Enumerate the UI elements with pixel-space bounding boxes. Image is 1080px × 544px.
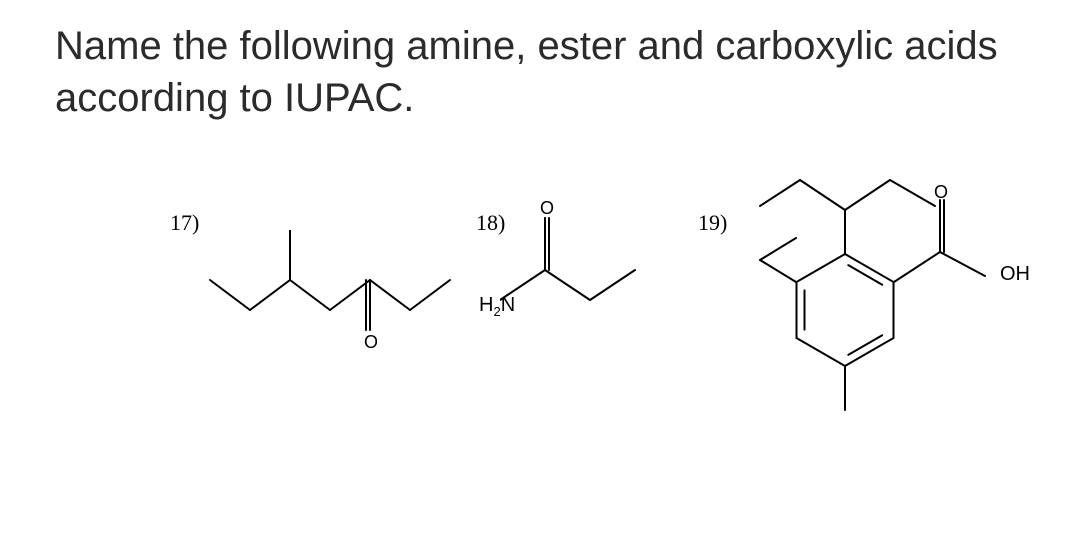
label-oh: OH — [1000, 263, 1030, 286]
structure-19: O — [740, 160, 1060, 450]
structure-18: O — [500, 200, 680, 340]
question-text: Name the following amine, ester and carb… — [55, 20, 1055, 124]
structure-17: OO — [200, 230, 460, 400]
label-h2n: H2N — [479, 294, 515, 319]
svg-text:O: O — [284, 230, 298, 234]
label-19: 19) — [698, 210, 727, 236]
label-17: 17) — [170, 210, 199, 236]
svg-text:O: O — [934, 182, 948, 202]
svg-text:O: O — [540, 200, 554, 218]
svg-text:O: O — [364, 332, 378, 352]
page-root: Name the following amine, ester and carb… — [0, 0, 1080, 544]
